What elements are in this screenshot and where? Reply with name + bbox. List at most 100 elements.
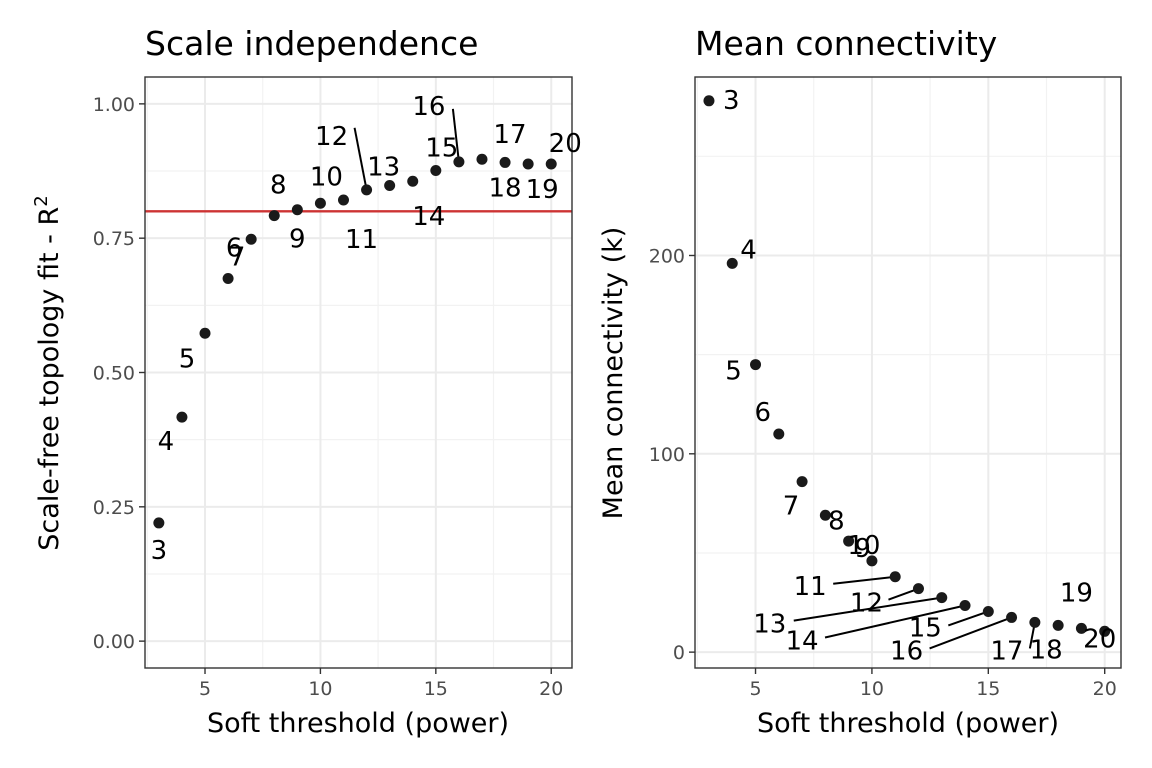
left-point-label: 13 bbox=[367, 153, 400, 183]
right-y-tick-label: 100 bbox=[649, 444, 685, 466]
right-point-label: 11 bbox=[794, 572, 827, 602]
right-point-label: 10 bbox=[847, 531, 880, 561]
left-point-label: 5 bbox=[179, 344, 196, 374]
left-x-tick-label: 10 bbox=[308, 678, 332, 700]
left-point-label: 15 bbox=[425, 133, 458, 163]
left-y-axis-label-superscript: 2 bbox=[31, 195, 52, 206]
right-data-point bbox=[726, 257, 738, 269]
left-data-point bbox=[522, 158, 534, 170]
left-x-axis-label: Soft threshold (power) bbox=[207, 708, 509, 739]
left-point-label: 9 bbox=[289, 225, 306, 255]
right-point-label: 14 bbox=[785, 627, 818, 657]
left-data-point bbox=[499, 156, 511, 168]
scale-independence-panel: Scale independence 5 10 15 20 0.00 0.25 0.50 0.… bbox=[31, 24, 582, 739]
right-data-point bbox=[819, 509, 831, 521]
left-point-label: 14 bbox=[412, 202, 445, 232]
right-point-label: 16 bbox=[890, 636, 923, 666]
left-data-point bbox=[476, 153, 488, 165]
right-point-label: 19 bbox=[1060, 578, 1093, 608]
left-data-point bbox=[384, 180, 396, 192]
right-data-point bbox=[796, 476, 808, 488]
left-data-point bbox=[361, 184, 373, 196]
left-point-label: 20 bbox=[549, 129, 582, 159]
left-point-label: 6 bbox=[226, 233, 243, 263]
left-x-tick-label: 15 bbox=[424, 678, 448, 700]
right-point-label: 12 bbox=[850, 589, 883, 619]
right-label-leader-line bbox=[833, 575, 896, 585]
left-data-point bbox=[176, 411, 188, 423]
left-data-point bbox=[245, 233, 257, 245]
left-x-tick-label: 20 bbox=[539, 678, 563, 700]
right-data-point bbox=[959, 600, 971, 612]
right-data-point bbox=[866, 555, 878, 567]
right-data-point bbox=[843, 535, 855, 547]
left-data-point bbox=[291, 204, 303, 216]
left-y-tick-label: 1.00 bbox=[93, 94, 135, 116]
right-point-label: 5 bbox=[725, 357, 742, 387]
right-x-tick-label: 20 bbox=[1093, 678, 1117, 700]
left-point-label: 11 bbox=[345, 225, 378, 255]
left-label-leader-line bbox=[451, 108, 460, 163]
right-x-tick-label: 10 bbox=[860, 678, 884, 700]
left-y-axis-label: Scale-free topology fit - R2 bbox=[31, 195, 65, 550]
right-x-tick-label: 5 bbox=[749, 678, 761, 700]
left-data-point bbox=[268, 210, 280, 222]
left-point-label: 7 bbox=[229, 242, 246, 272]
left-y-tick-label: 0.50 bbox=[93, 363, 135, 385]
right-data-point bbox=[1099, 625, 1111, 637]
right-data-point bbox=[773, 428, 785, 440]
right-point-label: 17 bbox=[990, 636, 1023, 666]
left-data-point bbox=[314, 197, 326, 209]
left-x-tick-label: 5 bbox=[199, 678, 211, 700]
right-label-leader-line bbox=[929, 616, 1012, 650]
left-point-label: 8 bbox=[270, 171, 287, 201]
right-label-leader-line bbox=[793, 596, 942, 622]
left-data-point bbox=[453, 156, 465, 168]
right-x-tick-label: 15 bbox=[976, 678, 1000, 700]
left-label-leader-line bbox=[353, 127, 368, 191]
right-data-point bbox=[703, 95, 715, 107]
left-y-tick-label: 0.75 bbox=[93, 228, 135, 250]
right-data-point bbox=[912, 583, 924, 595]
right-chart-title: Mean connectivity bbox=[695, 24, 997, 63]
left-point-label: 17 bbox=[493, 120, 526, 150]
right-point-label: 9 bbox=[854, 534, 871, 564]
right-point-label: 18 bbox=[1030, 635, 1063, 665]
left-data-point bbox=[407, 175, 419, 187]
right-label-leader-line bbox=[947, 610, 989, 627]
right-panel-border bbox=[694, 76, 1122, 669]
left-point-label: 4 bbox=[158, 427, 175, 457]
right-x-axis-label: Soft threshold (power) bbox=[757, 708, 1059, 739]
left-point-label: 16 bbox=[412, 92, 445, 122]
right-data-point bbox=[750, 359, 762, 371]
left-data-point bbox=[430, 164, 442, 176]
right-point-label: 20 bbox=[1083, 624, 1116, 654]
left-data-point bbox=[337, 194, 349, 206]
left-point-label: 12 bbox=[315, 122, 348, 152]
right-y-axis-label: Mean connectivity (k) bbox=[598, 227, 629, 520]
right-point-label: 8 bbox=[828, 506, 845, 536]
left-chart-title: Scale independence bbox=[145, 24, 478, 63]
left-y-tick-label: 0.25 bbox=[93, 497, 135, 519]
right-point-label: 13 bbox=[753, 610, 786, 640]
left-data-point bbox=[199, 327, 211, 339]
right-data-point bbox=[1075, 622, 1087, 634]
right-point-label: 6 bbox=[755, 398, 772, 428]
right-data-point bbox=[1052, 619, 1064, 631]
left-y-axis-label-main: Scale-free topology fit - R bbox=[34, 207, 65, 551]
left-point-label: 3 bbox=[151, 536, 168, 566]
left-point-label: 18 bbox=[489, 173, 522, 203]
left-data-point bbox=[153, 517, 165, 529]
left-point-label: 10 bbox=[310, 162, 343, 192]
right-data-point bbox=[982, 605, 994, 617]
left-y-tick-label: 0.00 bbox=[93, 631, 135, 653]
right-data-point bbox=[936, 592, 948, 604]
right-label-leader-line bbox=[824, 604, 966, 639]
left-plot-area: 5 10 15 200.000.250.500.751.003456789101112… bbox=[93, 76, 582, 700]
right-point-label: 15 bbox=[909, 613, 942, 643]
left-point-label: 19 bbox=[526, 175, 559, 205]
right-point-label: 3 bbox=[723, 86, 740, 116]
